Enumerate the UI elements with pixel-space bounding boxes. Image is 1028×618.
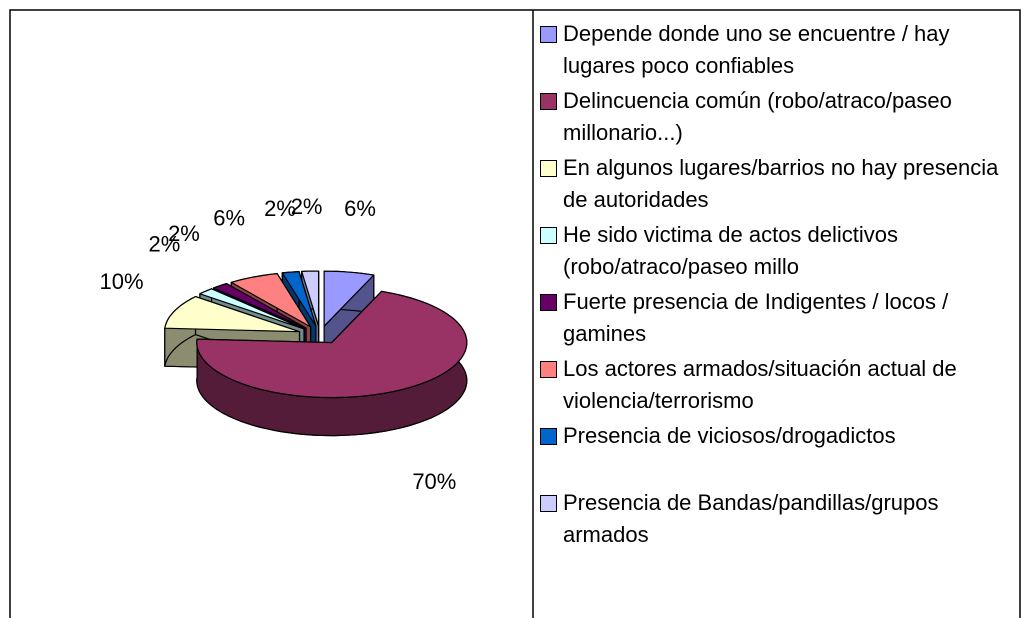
legend-label: Presencia de Bandas/pandillas/grupos arm… [563,490,939,547]
legend-item: Fuerte presencia de Indigentes / locos /… [540,286,1022,353]
legend-item: Presencia de Bandas/pandillas/grupos arm… [540,487,1022,554]
slice-top [164,296,301,333]
legend-label: Los actores armados/situación actual de … [563,356,957,413]
legend-swatch [540,93,557,110]
pie-slice [196,290,468,437]
data-label: 2% [291,194,323,219]
legend-swatch [540,428,557,445]
data-label: 2% [149,231,181,256]
data-label: 10% [100,269,144,294]
legend-item: He sido victima de actos delictivos (rob… [540,219,1022,286]
legend-label: Fuerte presencia de Indigentes / locos /… [563,289,949,346]
legend: Depende donde uno se encuentre / hay lug… [540,18,1022,554]
legend-label: Presencia de viciosos/drogadictos [563,423,896,448]
legend-swatch [540,294,557,311]
slice-top [199,288,305,330]
slice-top [301,270,320,327]
slice-top [196,290,468,399]
legend-item: Delincuencia común (robo/atraco/paseo mi… [540,85,1022,152]
slice-top [213,283,307,329]
data-label: 6% [344,196,376,221]
legend-item: Depende donde uno se encuentre / hay lug… [540,18,1022,85]
legend-swatch [540,361,557,378]
data-label: 2% [264,196,296,221]
legend-label: Delincuencia común (robo/atraco/paseo mi… [563,88,952,145]
legend-label: En algunos lugares/barrios no hay presen… [563,155,999,212]
slice-top [230,273,312,328]
chart-frame [9,9,1021,618]
legend-swatch [540,495,557,512]
legend-label: Depende donde uno se encuentre / hay lug… [563,21,950,78]
legend-swatch [540,160,557,177]
data-label: 70% [412,469,456,494]
legend-item: En algunos lugares/barrios no hay presen… [540,152,1022,219]
legend-label: He sido victima de actos delictivos (rob… [563,222,899,279]
legend-swatch [540,227,557,244]
legend-item: Presencia de viciosos/drogadictos [540,420,1022,487]
legend-item: Los actores armados/situación actual de … [540,353,1022,420]
data-label: 6% [213,205,245,230]
data-label: 2% [168,221,200,246]
slice-top [281,271,317,327]
legend-swatch [540,26,557,43]
slice-top [323,270,375,327]
